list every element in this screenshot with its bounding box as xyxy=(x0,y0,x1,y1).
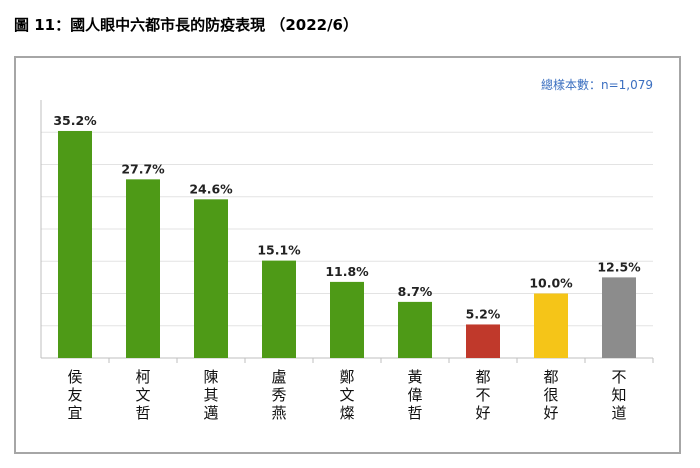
category-label: 柯文哲 xyxy=(135,368,150,422)
bar-3 xyxy=(194,199,228,358)
chart-frame: 總樣本數：n=1,079 35.2% 侯友宜 27.7% 柯文哲 24.6% 陳其邁 15.… xyxy=(14,56,681,454)
data-label: 12.5% xyxy=(597,259,641,274)
bar-8 xyxy=(534,293,568,358)
bar-2 xyxy=(126,179,160,358)
bar-4 xyxy=(262,260,296,358)
data-label: 35.2% xyxy=(53,113,97,128)
bar-5 xyxy=(330,281,364,358)
category-label: 陳其邁 xyxy=(203,368,218,422)
data-label: 5.2% xyxy=(466,306,501,321)
category-label: 侯友宜 xyxy=(67,368,82,422)
category-label: 鄭文燦 xyxy=(339,368,354,422)
data-label: 15.1% xyxy=(257,243,301,258)
sample-size-note: 總樣本數：n=1,079 xyxy=(540,78,653,92)
bar-7 xyxy=(466,324,500,358)
bar-1 xyxy=(58,130,92,358)
category-label: 都很好 xyxy=(543,368,558,422)
data-label: 8.7% xyxy=(398,284,433,299)
data-label: 24.6% xyxy=(189,181,233,196)
category-label: 盧秀燕 xyxy=(271,368,286,422)
data-label: 11.8% xyxy=(325,264,369,279)
category-label: 都不好 xyxy=(475,368,490,422)
category-label: 黃偉哲 xyxy=(407,368,422,422)
data-label: 10.0% xyxy=(529,276,573,291)
bar-9 xyxy=(602,277,636,358)
bar-chart: 35.2% 侯友宜 27.7% 柯文哲 24.6% 陳其邁 15.1% 盧秀燕 11.8% 鄭文燦… xyxy=(40,100,654,422)
data-label: 27.7% xyxy=(121,161,165,176)
figure-title: 圖 11：國人眼中六都市長的防疫表現 （2022/6） xyxy=(14,16,358,34)
bar-6 xyxy=(398,301,432,358)
category-label: 不知道 xyxy=(611,368,626,422)
